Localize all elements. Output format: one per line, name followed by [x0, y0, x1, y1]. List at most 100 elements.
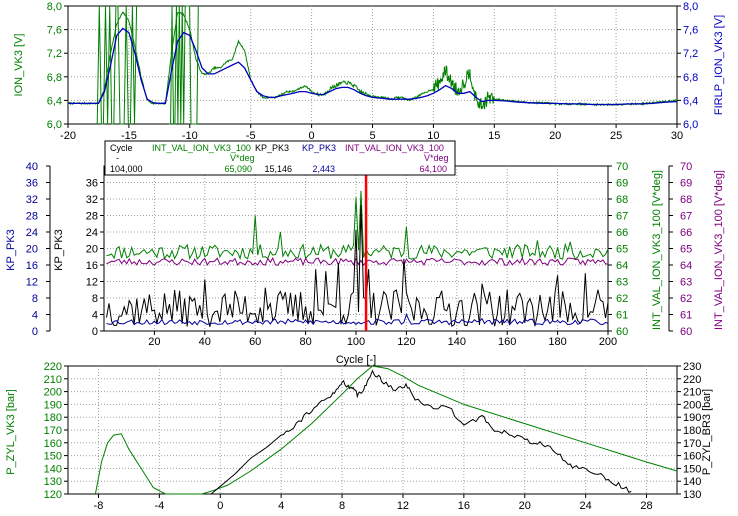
- pressure-x-tick-label: 28: [640, 500, 652, 512]
- int-val-green-tick-label: 61: [616, 310, 628, 322]
- ion-x-tick-label: 25: [610, 130, 622, 142]
- p-zyl-br3-tick-label: 160: [683, 451, 701, 463]
- int-val-green-tick-label: 66: [616, 227, 628, 239]
- kp-blue-tick-label: 40: [26, 161, 38, 173]
- kp-blue-tick-label: 4: [32, 310, 38, 322]
- firlp-right-tick-label: 6,4: [683, 95, 698, 107]
- pressure-x-tick-label: -8: [94, 500, 104, 512]
- int-val-purple-tick-label: 60: [680, 326, 692, 338]
- kp-blue-axis-label: KP_PK3: [5, 229, 17, 271]
- firlp-right-tick-label: 7,2: [683, 48, 698, 60]
- int-val-green-tick-label: 62: [616, 293, 628, 305]
- readout-value-kp-black: 15,146: [264, 164, 292, 174]
- firlp-right-tick-label: 6,8: [683, 72, 698, 84]
- pressure-x-tick-label: 20: [519, 500, 531, 512]
- int-val-purple-tick-label: 70: [680, 161, 692, 173]
- kp-blue-tick-label: 8: [32, 293, 38, 305]
- ion-x-tick-label: 10: [427, 130, 439, 142]
- ion-left-tick-label: 7,2: [47, 48, 62, 60]
- pressure-grid: [68, 366, 677, 494]
- ion-x-tick-label: 20: [549, 130, 561, 142]
- int-val-purple-tick-label: 62: [680, 293, 692, 305]
- pressure-panel: -8 -4 0 4 8 12 16 20 24 2812013014015016017018019…: [5, 361, 713, 512]
- ion-left-tick-label: 6,4: [47, 95, 62, 107]
- cycle-panel: 20 40 60 80 100 120 140 160 180 20004812162024283…: [5, 140, 725, 366]
- ion-x-tick-label: 30: [671, 130, 683, 142]
- cycle-x-tick-label: 160: [498, 336, 516, 348]
- firlp-right-tick-label: 6,0: [683, 119, 698, 131]
- int-val-purple-tick-label: 64: [680, 260, 692, 272]
- readout-unit-cycle: -: [116, 153, 119, 163]
- cycle-series: [106, 190, 609, 328]
- ion-series: [67, 5, 678, 125]
- p-zyl-vk3-tick-label: 220: [44, 361, 62, 373]
- cycle-x-tick-label: 200: [599, 336, 617, 348]
- int-val-purple-tick-label: 66: [680, 227, 692, 239]
- p-zyl-br3-tick-label: 130: [683, 489, 701, 501]
- firlp-right-tick-label: 8,0: [683, 1, 698, 13]
- p-zyl-vk3-tick-label: 170: [44, 425, 62, 437]
- cycle-x-tick-label: 100: [347, 336, 365, 348]
- ion-left-tick-label: 8,0: [47, 1, 62, 13]
- p-zyl-br3-tick-label: 190: [683, 412, 701, 424]
- ion-grid: [68, 6, 677, 124]
- p-zyl-vk3-axis-label: P_ZYL_VK3 [bar]: [5, 389, 17, 475]
- int-val-green-axis-label: INT_VAL_ION_VK3_100 [V*deg]: [651, 170, 663, 330]
- int-val-purple-tick-label: 68: [680, 194, 692, 206]
- p-zyl-vk3-tick-label: 140: [44, 463, 62, 475]
- kp-black-tick-label: 8: [92, 293, 98, 305]
- kp-black-tick-label: 16: [86, 260, 98, 272]
- p-zyl-br3-tick-label: 230: [683, 361, 701, 373]
- ion-vk3-oscillation-1: [96, 5, 138, 125]
- readout-value-int-val-green: 65,090: [224, 164, 252, 174]
- kp-black-tick-label: 20: [86, 244, 98, 256]
- kp-blue-tick-label: 16: [26, 260, 38, 272]
- int-val-green-tick-label: 67: [616, 211, 628, 223]
- pressure-x-tick-label: -4: [154, 500, 164, 512]
- cursor-readout: Cycle INT_VAL_ION_VK3_100 KP_PK3 KP_PK3 …: [104, 140, 456, 176]
- readout-value-kp-blue: 2,443: [312, 164, 335, 174]
- int-val-green-tick-label: 69: [616, 178, 628, 190]
- readout-header-int-val-purple: INT_VAL_ION_VK3_100: [345, 143, 444, 153]
- ion-panel: -20 -15 -10 -5 0 5 10 15 20 25 306,0 6,06,4 6,46,8 6,…: [13, 1, 725, 142]
- firlp-ion-vk3-line: [68, 27, 678, 106]
- kp-black-axis-label: KP_PK3: [53, 229, 65, 271]
- kp-blue-tick-label: 0: [32, 326, 38, 338]
- ion-left-tick-label: 6,8: [47, 72, 62, 84]
- pressure-x-tick-label: 16: [458, 500, 470, 512]
- pressure-x-tick-label: 12: [397, 500, 409, 512]
- kp-black-tick-label: 4: [92, 310, 98, 322]
- p-zyl-vk3-tick-label: 160: [44, 438, 62, 450]
- kp-black-tick-label: 36: [86, 178, 98, 190]
- kp-blue-tick-label: 24: [26, 227, 38, 239]
- ion-plot-frame[interactable]: [67, 5, 678, 125]
- ion-x-tick-label: 15: [488, 130, 500, 142]
- readout-header-kp-black: KP_PK3: [255, 143, 289, 153]
- kp-blue-tick-label: 28: [26, 211, 38, 223]
- ion-x-tick-label: 0: [309, 130, 315, 142]
- kp-blue-tick-label: 12: [26, 277, 38, 289]
- kp-black-tick-label: 32: [86, 194, 98, 206]
- readout-value-int-val-purple: 64,100: [419, 164, 447, 174]
- p-zyl-vk3-line: [94, 365, 678, 495]
- int-val-green-tick-label: 60: [616, 326, 628, 338]
- p-zyl-br3-tick-label: 180: [683, 425, 701, 437]
- cycle-x-tick-label: 20: [148, 336, 160, 348]
- cycle-x-tick-label: 180: [548, 336, 566, 348]
- p-zyl-vk3-tick-label: 150: [44, 451, 62, 463]
- cycle-x-tick-label: 80: [299, 336, 311, 348]
- ion-left-axis-label: ION_VK3 [V]: [13, 34, 25, 97]
- readout-header-cycle: Cycle: [110, 143, 133, 153]
- cycle-x-tick-label: 120: [397, 336, 415, 348]
- pressure-x-tick-label: 4: [278, 500, 284, 512]
- ion-x-tick-label: -20: [60, 130, 76, 142]
- readout-header-kp-blue: KP_PK3: [302, 143, 336, 153]
- p-zyl-br3-axis-label: P_ZYL_BR3 [bar]: [701, 389, 713, 475]
- p-zyl-vk3-tick-label: 190: [44, 399, 62, 411]
- kp-black-tick-label: 28: [86, 211, 98, 223]
- kp-blue-line: [106, 313, 609, 326]
- p-zyl-vk3-tick-label: 210: [44, 374, 62, 386]
- ion-x-tick-label: -15: [121, 130, 137, 142]
- cycle-x-tick-label: 60: [249, 336, 261, 348]
